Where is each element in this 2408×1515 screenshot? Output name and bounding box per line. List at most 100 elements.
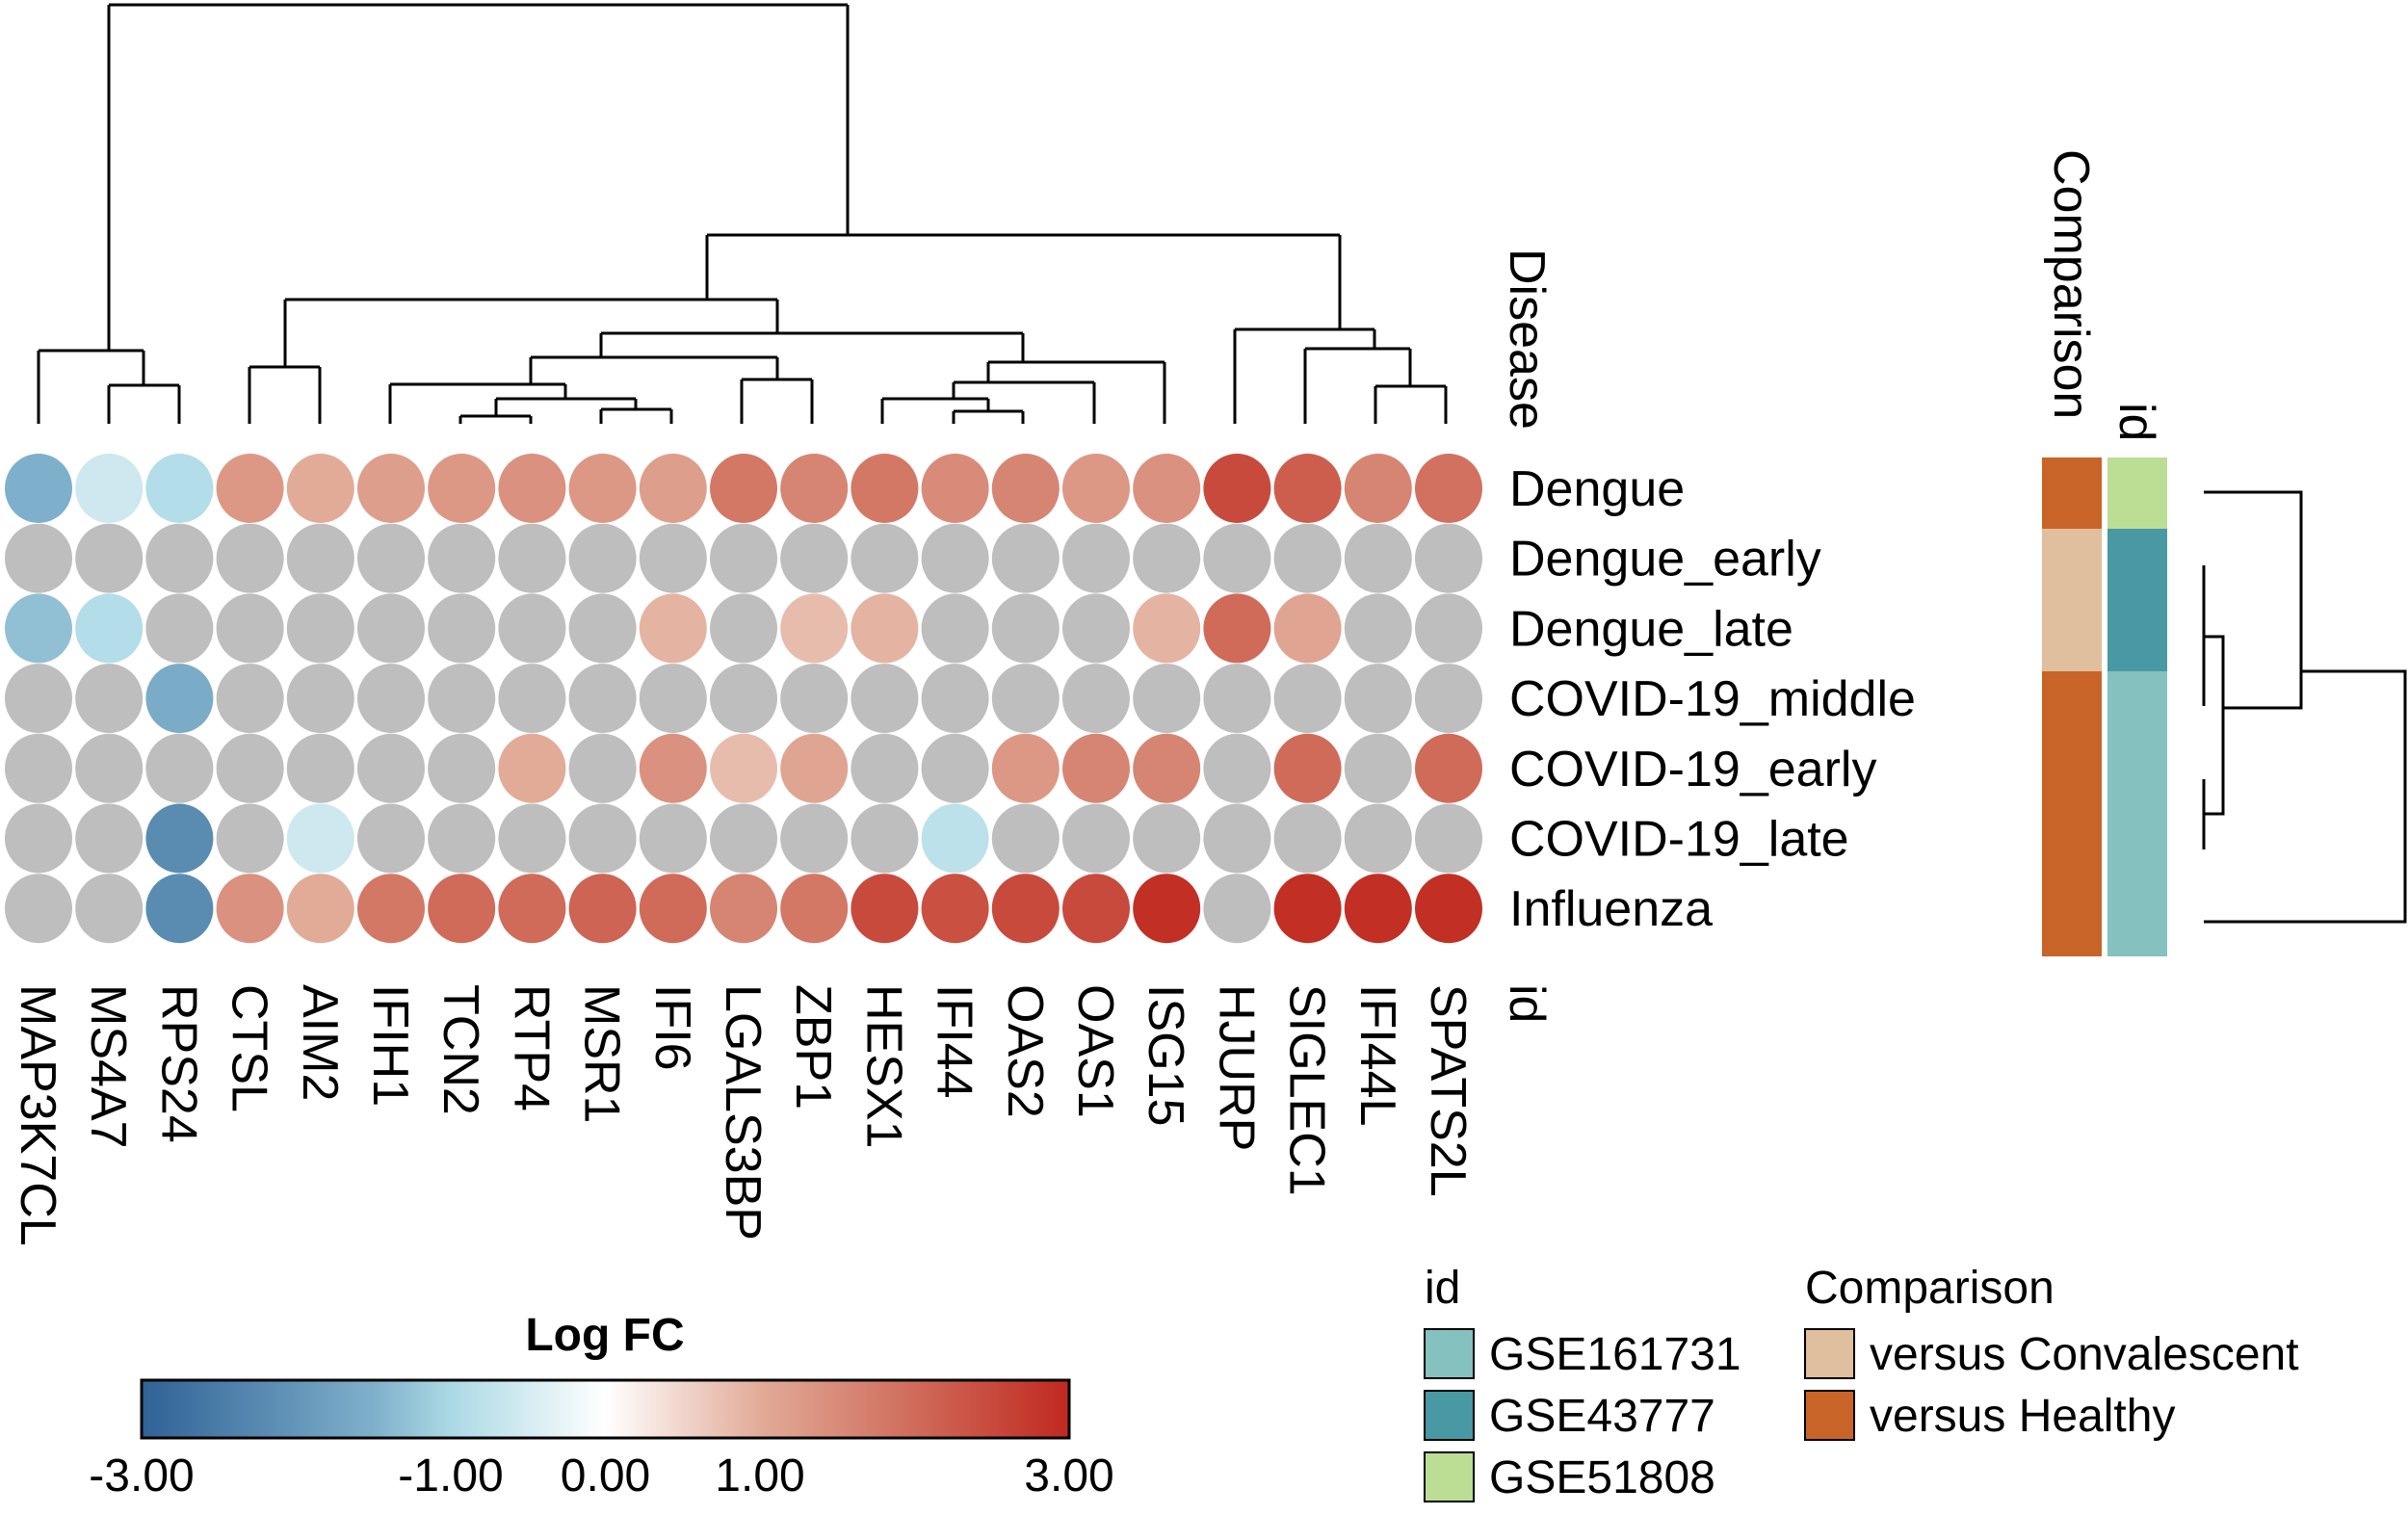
heatmap-dot: [75, 733, 144, 803]
column-label: HESX1: [855, 984, 911, 1149]
heatmap-dot: [851, 454, 919, 523]
heatmap-dot: [710, 874, 777, 944]
dendrogram-branch: [2204, 490, 2303, 710]
dendrogram-branch: [388, 331, 1023, 424]
legend-label: GSE43777: [1489, 1391, 1715, 1442]
comparison-annotation-cell: [2042, 885, 2102, 956]
row-axis-title: Disease: [1499, 248, 1555, 430]
id-annotation-cell: [2107, 600, 2167, 671]
row-label: Dengue_early: [1509, 532, 1821, 588]
column-label: MAP3K7CL: [10, 984, 65, 1246]
column-labels: MAP3K7CL MS4A7 RPS24 CTSL AIM2 IFIH1 TCN2 RTP4 M…: [10, 984, 1476, 1246]
heatmap-dot: [1133, 803, 1201, 874]
heatmap-dot: [1062, 593, 1130, 664]
comparison-annotation-cell: [2042, 671, 2102, 743]
column-label: AIM2: [292, 984, 348, 1101]
heatmap-dot: [921, 664, 989, 734]
heatmap-dot: [357, 733, 425, 803]
heatmap-dot: [1344, 803, 1412, 874]
row-label: Dengue: [1509, 461, 1685, 517]
heatmap-dot: [780, 454, 849, 523]
legend-swatch: [1804, 1390, 1855, 1441]
heatmap-dot: [1273, 803, 1342, 874]
heatmap-dot: [286, 523, 354, 593]
heatmap-dot: [1203, 523, 1271, 593]
dendrogram-branch: [880, 333, 1166, 424]
heatmap-dot: [1273, 454, 1342, 523]
heatmap-dot: [639, 593, 707, 664]
column-label: IFI44: [927, 984, 982, 1099]
heatmap-dot: [286, 454, 354, 523]
heatmap-dot: [1415, 593, 1482, 664]
heatmap-dot: [851, 523, 919, 593]
dendrogram-branch: [248, 298, 779, 424]
heatmap-dot: [498, 874, 566, 944]
heatmap-dot: [1062, 733, 1130, 803]
legend-swatch: [1804, 1328, 1855, 1379]
heatmap-dot: [357, 803, 425, 874]
legend-label: GSE161731: [1489, 1329, 1741, 1380]
colorbar-tick-label: 3.00: [1024, 1450, 1113, 1502]
heatmap-dot: [991, 523, 1060, 593]
heatmap-dot: [639, 523, 707, 593]
heatmap-dot: [286, 874, 354, 944]
column-label: OAS2: [997, 984, 1053, 1118]
id-annotation-cell: [2107, 457, 2167, 529]
heatmap-dot: [498, 733, 566, 803]
heatmap-dot: [710, 733, 777, 803]
heatmap-dot: [1133, 523, 1201, 593]
legend-title: Comparison: [1805, 1263, 2055, 1314]
heatmap-dot: [1344, 454, 1412, 523]
id-annotation-cell: [2107, 671, 2167, 743]
column-label: ISG15: [1138, 984, 1193, 1126]
legend-swatch: [1424, 1390, 1475, 1441]
heatmap-dot: [75, 523, 144, 593]
heatmap-dot: [1133, 454, 1201, 523]
annotation-track-title-id: id: [2108, 403, 2164, 441]
heatmap-dot: [921, 593, 989, 664]
heatmap-dot: [568, 803, 637, 874]
heatmap-dot: [639, 454, 707, 523]
heatmap-dot: [1203, 733, 1271, 803]
heatmap-dot: [1273, 664, 1342, 734]
comparison-annotation-cell: [2042, 529, 2102, 600]
dendrogram-branch: [1233, 327, 1448, 424]
heatmap-dot: [1344, 874, 1412, 944]
heatmap-dot: [498, 523, 566, 593]
heatmap-dot: [145, 593, 214, 664]
heatmap-dot: [780, 664, 849, 734]
heatmap-dot: [1203, 874, 1271, 944]
heatmap-dot: [216, 664, 284, 734]
heatmap-dot: [1415, 874, 1482, 944]
column-label: RTP4: [503, 984, 559, 1111]
heatmap-dot: [357, 874, 425, 944]
heatmap-dot: [1133, 664, 1201, 734]
heatmap-dot: [639, 733, 707, 803]
heatmap-dot: [75, 664, 144, 734]
dendrogram-branch: [37, 349, 181, 424]
id-annotation-cell: [2107, 814, 2167, 885]
legend-label: versus Convalescent: [1870, 1329, 2299, 1380]
heatmap-dot: [5, 523, 72, 593]
heatmap-dot: [75, 874, 144, 944]
heatmap-dot: [286, 803, 354, 874]
heatmap-dot: [1415, 664, 1482, 734]
heatmap-dot: [1062, 803, 1130, 874]
heatmap-dot: [357, 593, 425, 664]
legend-swatch: [1424, 1328, 1475, 1379]
colorbar-tick-label: -3.00: [89, 1450, 194, 1502]
heatmap-dot: [851, 733, 919, 803]
heatmap-dot: [780, 803, 849, 874]
colorbar-ticks: -3.00 -1.00 0.00 1.00 3.00: [89, 1450, 1113, 1502]
heatmap-dot: [991, 733, 1060, 803]
heatmap-dot: [1203, 593, 1271, 664]
heatmap-dot: [498, 593, 566, 664]
colorbar: [140, 1378, 1071, 1440]
heatmap-dot: [5, 454, 72, 523]
legend-id: id GSE161731 GSE43777 GSE51808: [1424, 1263, 1741, 1503]
column-label: CTSL: [222, 984, 277, 1112]
heatmap-dot: [428, 454, 496, 523]
colorbar-tick-label: -1.00: [398, 1450, 503, 1502]
heatmap-dot: [1133, 874, 1201, 944]
